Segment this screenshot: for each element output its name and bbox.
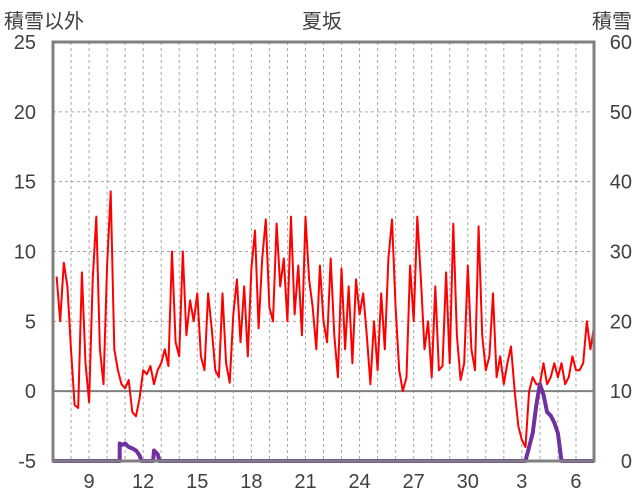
plot-frame bbox=[51, 40, 596, 463]
right-y-tick-label: 20 bbox=[610, 311, 632, 333]
right-axis-label: 積雪 bbox=[592, 10, 632, 33]
left-y-tick-label: -5 bbox=[18, 451, 36, 473]
labels: 夏坂 積雪以外 積雪 bbox=[4, 10, 632, 33]
chart-title: 夏坂 bbox=[302, 10, 342, 33]
x-tick-label: 27 bbox=[403, 471, 425, 493]
x-tick-label: 3 bbox=[516, 471, 527, 493]
series-line-right-axis bbox=[53, 382, 594, 463]
x-tick-label: 18 bbox=[240, 471, 262, 493]
left-y-tick-label: 25 bbox=[14, 32, 36, 54]
left-axis-label: 積雪以外 bbox=[4, 10, 84, 33]
series-line-left-axis bbox=[55, 190, 595, 448]
right-y-tick-label: 50 bbox=[610, 102, 632, 124]
right-y-tick-label: 40 bbox=[610, 172, 632, 194]
series-layer bbox=[53, 190, 595, 463]
x-tick-label: 15 bbox=[186, 471, 208, 493]
x-tick-label: 12 bbox=[132, 471, 154, 493]
right-y-tick-label: 60 bbox=[610, 32, 632, 54]
x-tick-label: 6 bbox=[570, 471, 581, 493]
right-y-tick-label: 30 bbox=[610, 242, 632, 264]
x-tick-label: 21 bbox=[294, 471, 316, 493]
left-y-tick-label: 10 bbox=[14, 242, 36, 264]
left-y-tick-label: 15 bbox=[14, 172, 36, 194]
left-y-tick-label: 0 bbox=[25, 381, 36, 403]
x-tick-label: 30 bbox=[457, 471, 479, 493]
right-y-tick-label: 0 bbox=[621, 451, 632, 473]
x-tick-label: 9 bbox=[84, 471, 95, 493]
left-y-tick-label: 20 bbox=[14, 102, 36, 124]
x-tick-label: 24 bbox=[348, 471, 370, 493]
right-y-tick-label: 10 bbox=[610, 381, 632, 403]
left-y-tick-label: 5 bbox=[25, 311, 36, 333]
